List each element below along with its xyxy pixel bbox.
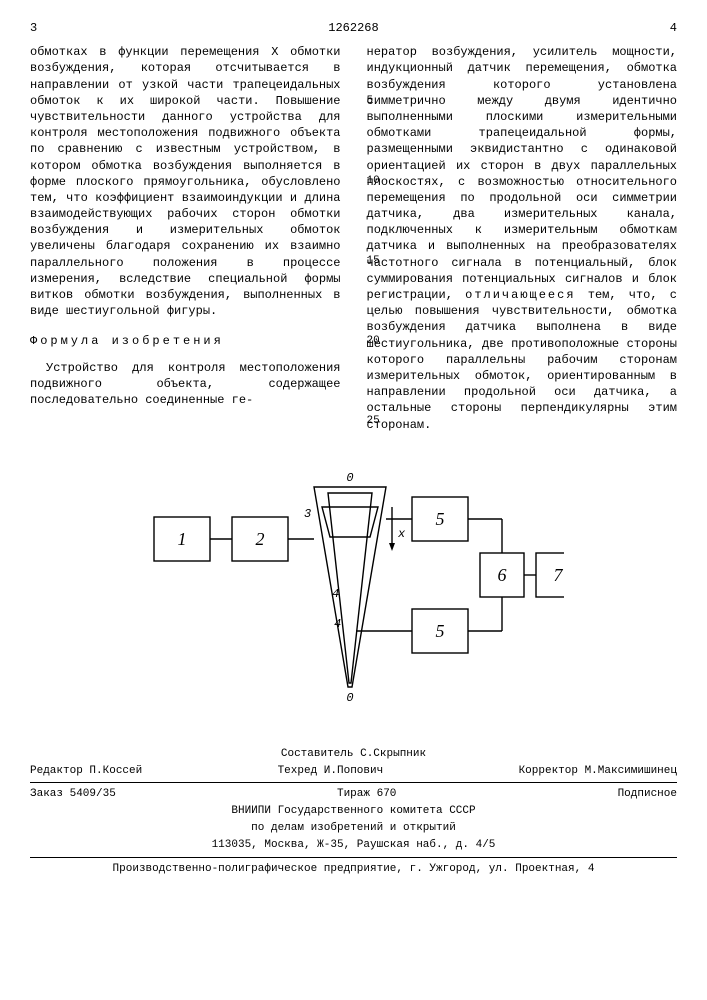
footer-org2: по делам изобретений и открытий <box>30 821 677 836</box>
footer-credits-row: Редактор П.Коссей Техред И.Попович Корре… <box>30 764 677 779</box>
svg-text:0: 0 <box>346 471 353 485</box>
svg-text:6: 6 <box>497 565 506 585</box>
line-marker-10: 10 <box>367 174 380 189</box>
footer-tech: Техред И.Попович <box>278 764 384 779</box>
footer-composer: Составитель С.Скрыпник <box>30 747 677 762</box>
line-marker-25: 25 <box>367 414 380 429</box>
formula-heading: Формула изобретения <box>30 333 341 349</box>
right-para-b: тем, что, с целью повышения чувствительн… <box>367 288 678 432</box>
svg-text:4: 4 <box>332 587 339 601</box>
footer-order-row: Заказ 5409/35 Тираж 670 Подписное <box>30 787 677 802</box>
right-para-spaced: отличающееся <box>465 288 575 302</box>
svg-text:4: 4 <box>334 617 341 631</box>
left-para-1: обмотках в функции перемещения X обмотки… <box>30 44 341 319</box>
svg-text:7: 7 <box>553 565 563 585</box>
footer-tirazh: Тираж 670 <box>337 787 396 802</box>
svg-text:5: 5 <box>435 621 444 641</box>
page-num-left: 3 <box>30 20 37 36</box>
svg-text:5: 5 <box>435 509 444 529</box>
footer-address: 113035, Москва, Ж-35, Раушская наб., д. … <box>30 838 677 853</box>
footer-printer: Производственно-полиграфическое предприя… <box>30 862 677 877</box>
line-marker-20: 20 <box>367 334 380 349</box>
line-marker-15: 15 <box>367 254 380 269</box>
doc-number: 1262268 <box>328 20 378 36</box>
page-header: 3 1262268 4 <box>30 20 677 36</box>
line-marker-5: 5 <box>367 94 374 109</box>
footer-org1: ВНИИПИ Государственного комитета СССР <box>30 804 677 819</box>
svg-text:1: 1 <box>177 529 186 549</box>
svg-text:x: x <box>397 527 406 541</box>
footer-corrector: Корректор М.Максимишинец <box>519 764 677 779</box>
footer-editor: Редактор П.Коссей <box>30 764 142 779</box>
left-column: обмотках в функции перемещения X обмотки… <box>30 44 345 433</box>
footer-order: Заказ 5409/35 <box>30 787 116 802</box>
block-diagram: 1 2 6 7 5 5 0 0 3 4 4 x <box>144 457 564 717</box>
svg-text:0: 0 <box>346 691 353 705</box>
footer-subscription: Подписное <box>618 787 677 802</box>
svg-text:2: 2 <box>255 529 264 549</box>
footer: Составитель С.Скрыпник Редактор П.Коссей… <box>30 747 677 877</box>
right-para-a: нератор возбуждения, усилитель мощности,… <box>367 45 678 302</box>
right-column: 5 10 15 20 25 нератор возбуждения, усили… <box>363 44 678 433</box>
svg-text:3: 3 <box>304 507 311 521</box>
text-columns: обмотках в функции перемещения X обмотки… <box>30 44 677 433</box>
left-para-2: Устройство для контроля местоположения п… <box>30 360 341 409</box>
right-para: нератор возбуждения, усилитель мощности,… <box>367 44 678 433</box>
page-num-right: 4 <box>670 20 677 36</box>
